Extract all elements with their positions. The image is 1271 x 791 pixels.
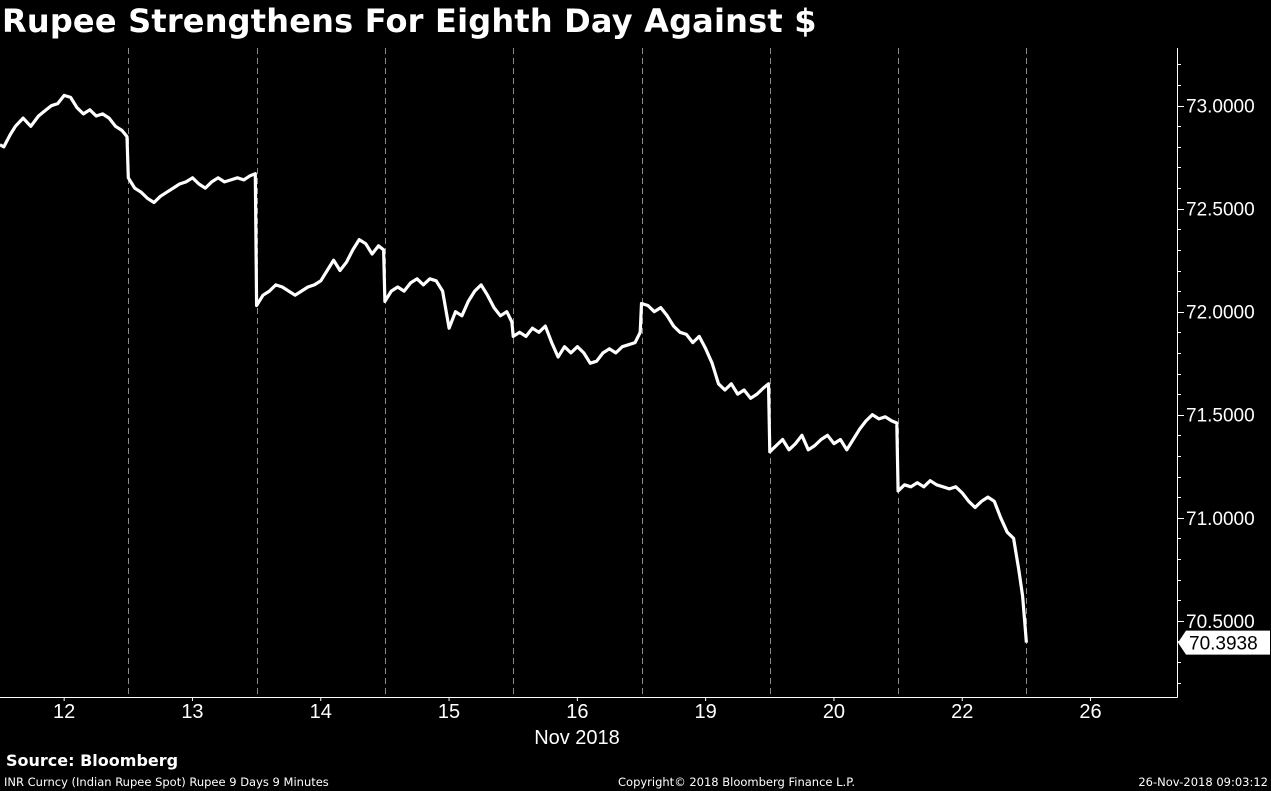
series-line (0, 93, 1028, 643)
footer-timestamp: 26-Nov-2018 09:03:12 (1138, 775, 1268, 789)
x-axis-label: Nov 2018 (534, 727, 620, 749)
chart-axes (0, 48, 1178, 698)
source-note: Source: Bloomberg (6, 751, 179, 770)
y-tick-label: 70.5000 (1186, 612, 1255, 633)
x-tick-label: 22 (951, 701, 973, 723)
chart-title: Rupee Strengthens For Eighth Day Against… (2, 2, 817, 40)
y-tick-label: 71.5000 (1186, 406, 1255, 427)
x-tick-label: 13 (181, 701, 203, 723)
footer-copyright: Copyright© 2018 Bloomberg Finance L.P. (618, 775, 855, 789)
last-value-box (1178, 630, 1270, 655)
x-axis-ticks: 12 13 14 15 16 19 20 22 26 (53, 697, 1102, 723)
last-value-label: 70.3938 (1178, 630, 1270, 655)
x-tick-label: 19 (695, 701, 717, 723)
x-tick-label: 20 (823, 701, 845, 723)
last-value-text: 70.3938 (1189, 634, 1258, 655)
x-tick-label: 15 (438, 701, 460, 723)
y-tick-label: 72.5000 (1186, 200, 1255, 221)
y-tick-label: 71.0000 (1186, 509, 1255, 530)
y-tick-label: 73.0000 (1186, 97, 1255, 118)
footer-security-info: INR Curncy (Indian Rupee Spot) Rupee 9 D… (4, 775, 329, 789)
y-tick-label: 72.0000 (1186, 303, 1255, 324)
session-gridlines (128, 48, 1027, 697)
x-tick-label: 14 (310, 701, 332, 723)
y-axis-ticks: 73.0000 72.5000 72.0000 71.5000 71.0000 70.50… (1177, 64, 1255, 684)
x-tick-label: 16 (566, 701, 588, 723)
x-tick-label: 26 (1079, 701, 1101, 723)
x-tick-label: 12 (53, 701, 75, 723)
